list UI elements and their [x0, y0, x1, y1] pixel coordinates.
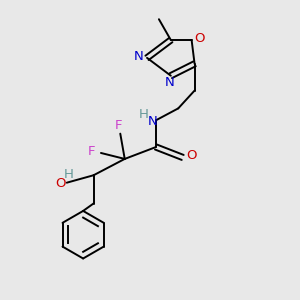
Text: H: H: [139, 108, 149, 122]
Text: N: N: [134, 50, 144, 63]
Text: O: O: [195, 32, 205, 45]
Text: H: H: [64, 168, 74, 181]
Text: F: F: [115, 119, 122, 132]
Text: O: O: [56, 177, 66, 190]
Text: N: N: [148, 115, 158, 128]
Text: F: F: [88, 145, 95, 158]
Text: O: O: [186, 149, 196, 162]
Text: N: N: [164, 76, 174, 89]
